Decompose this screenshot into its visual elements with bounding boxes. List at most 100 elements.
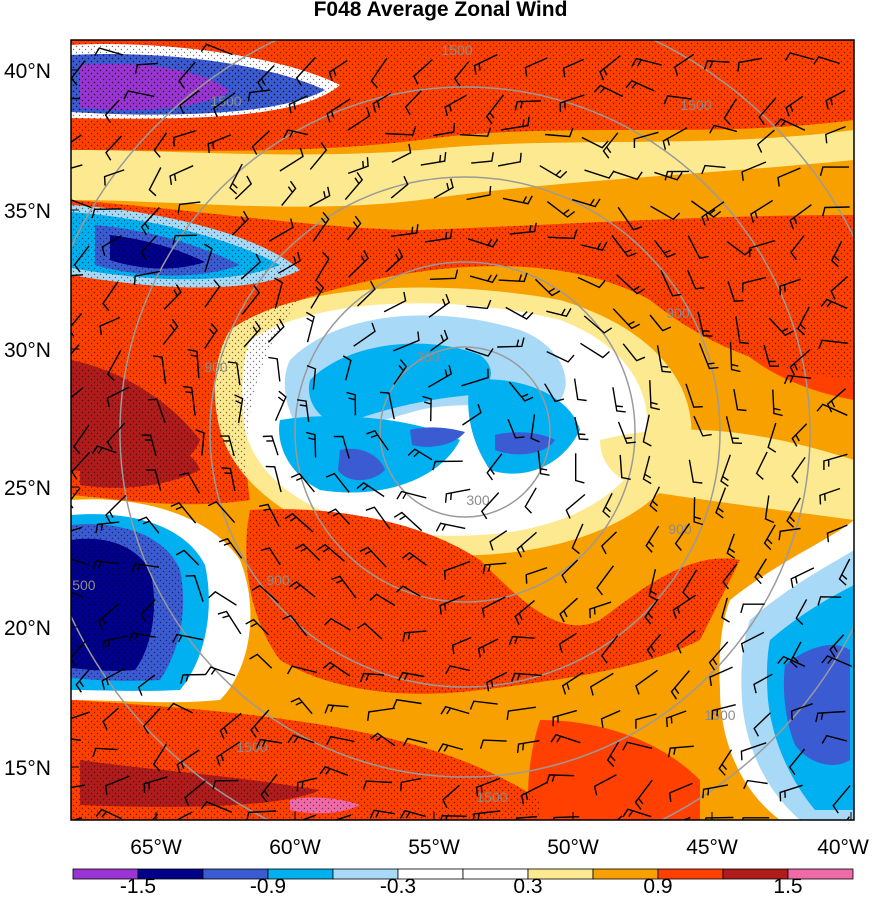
wind-barb	[514, 600, 535, 625]
wind-barb	[346, 391, 357, 416]
wind-barb	[249, 653, 273, 669]
wind-barb	[240, 253, 262, 280]
wind-barb	[282, 614, 308, 637]
range-ring-label: 1500	[441, 42, 472, 58]
wind-barb	[646, 633, 662, 658]
range-ring-label: 900	[266, 572, 290, 588]
wind-barb	[71, 134, 82, 144]
wind-barb	[265, 465, 282, 493]
wind-barb	[424, 229, 453, 243]
wind-barb	[398, 671, 425, 681]
wind-barb	[544, 383, 565, 403]
wind-barb	[71, 591, 84, 598]
wind-barb	[764, 495, 775, 524]
wind-barb	[606, 741, 620, 768]
wind-barb	[645, 525, 660, 553]
wind-barb	[611, 234, 637, 258]
plot-frame	[70, 39, 855, 821]
wind-barb	[697, 311, 713, 337]
wind-barb	[816, 403, 848, 416]
colorbar-labels: -1.5 -0.9 -0.3 0.3 0.9 1.5	[120, 875, 803, 898]
wind-barb	[505, 306, 534, 320]
wind-barb	[726, 533, 736, 559]
wind-barb	[767, 422, 777, 453]
wind-barb	[101, 235, 122, 256]
wind-barb	[650, 205, 681, 221]
wind-barb	[662, 127, 688, 150]
wind-barb	[733, 388, 747, 412]
wind-barb	[106, 422, 126, 450]
wind-barb	[830, 275, 848, 300]
range-ring	[294, 261, 636, 603]
wind-barb	[785, 95, 804, 117]
wind-barb	[701, 164, 726, 175]
wind-barb	[711, 704, 736, 720]
wind-barb	[295, 543, 321, 562]
wind-barb	[445, 665, 471, 675]
wind-barb	[663, 95, 692, 105]
lat-label-40n: 40°N	[4, 60, 51, 83]
wind-barb	[102, 635, 128, 650]
colorbar-label-0-3: 0.3	[513, 875, 542, 898]
wind-barb	[777, 167, 801, 187]
wind-barb	[178, 61, 196, 89]
wind-barb	[783, 374, 812, 385]
wind-barb	[356, 622, 383, 640]
wind-barb	[634, 779, 653, 810]
wind-barb	[333, 435, 350, 459]
wind-barb	[530, 414, 540, 443]
wind-barb	[153, 355, 167, 385]
range-ring-label: 900	[666, 305, 690, 321]
wind-barb	[402, 737, 428, 747]
wind-barb	[91, 208, 122, 219]
wind-barb	[485, 94, 504, 125]
wind-barb	[514, 100, 542, 111]
wind-barb	[385, 248, 404, 273]
range-ring-label: 1500	[64, 577, 95, 593]
wind-barb	[617, 206, 643, 231]
wind-barb	[740, 631, 765, 653]
wind-barb	[71, 164, 83, 169]
wind-barb	[227, 361, 241, 386]
wind-barb	[71, 641, 86, 667]
wind-barb	[539, 165, 568, 179]
wind-barb	[172, 633, 203, 643]
wind-barb	[281, 180, 297, 206]
wind-barb	[774, 118, 806, 131]
wind-barb	[574, 416, 589, 441]
wind-barb	[392, 699, 422, 709]
wind-barb	[217, 610, 242, 635]
wind-barb	[369, 809, 395, 819]
wind-barb	[825, 89, 846, 110]
wind-barb	[104, 99, 120, 123]
wind-barb	[753, 673, 773, 694]
wind-barb	[725, 416, 743, 444]
wind-barb	[92, 747, 118, 758]
wind-barb	[667, 745, 694, 758]
wind-barb	[453, 61, 470, 87]
wind-barb	[772, 389, 783, 417]
wind-barb	[153, 132, 168, 158]
wind-barb	[284, 512, 314, 533]
wind-barb	[390, 175, 409, 199]
range-ring	[379, 346, 551, 518]
wind-barb	[142, 707, 161, 735]
lat-label-25n: 25°N	[4, 477, 51, 500]
wind-barb	[820, 298, 848, 309]
wind-barb	[422, 395, 432, 422]
wind-barb	[393, 511, 423, 532]
range-ring-label: 300	[466, 492, 490, 508]
wind-barb	[221, 467, 236, 491]
wind-barb	[140, 235, 157, 261]
wind-barb	[599, 55, 621, 81]
wind-barb	[693, 415, 712, 437]
wind-barb	[357, 280, 376, 307]
wind-barb	[821, 655, 853, 668]
wind-barb	[433, 178, 454, 199]
wind-barb	[102, 281, 119, 311]
wind-barb	[481, 596, 506, 618]
wind-barb	[366, 430, 389, 451]
wind-barb	[105, 775, 130, 795]
lon-label-55w: 55°W	[408, 836, 460, 859]
wind-barb	[71, 97, 81, 100]
